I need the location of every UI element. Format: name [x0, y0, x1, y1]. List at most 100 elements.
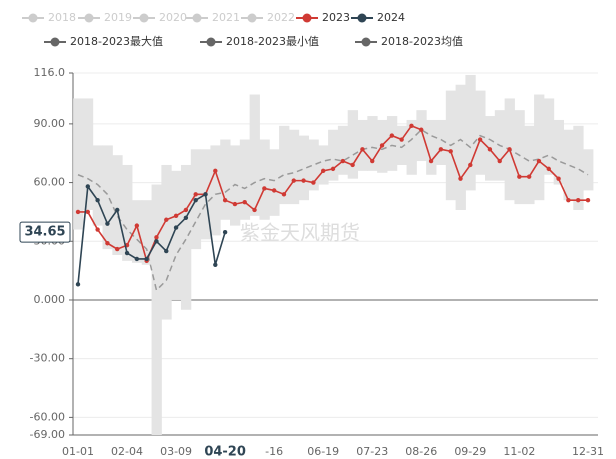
series-point — [487, 147, 493, 152]
series-point — [124, 250, 130, 256]
legend-label[interactable]: 2023 — [322, 11, 350, 24]
series-point — [173, 213, 179, 219]
range-band — [435, 119, 447, 165]
x-tick-label: 11-02 — [503, 445, 535, 458]
range-band — [534, 94, 545, 201]
series-point — [389, 133, 395, 138]
range-band — [318, 145, 329, 185]
series-point — [458, 176, 463, 181]
series-point — [242, 199, 247, 205]
series-point — [301, 178, 306, 183]
series-point — [409, 123, 414, 129]
series-point — [575, 197, 581, 203]
series-point — [330, 166, 336, 172]
x-tick-label: 09-29 — [454, 445, 486, 458]
series-point — [585, 197, 591, 203]
series-point — [320, 168, 326, 174]
legend-label[interactable]: 2018 — [48, 11, 76, 24]
series-point — [379, 143, 385, 148]
legend-label[interactable]: 2018-2023最大值 — [70, 34, 163, 48]
y-tick-label: 0.000 — [34, 293, 66, 306]
legend-label[interactable]: 2020 — [159, 11, 187, 24]
series-point — [262, 186, 267, 191]
x-tick-label: 08-26 — [405, 445, 437, 458]
legend-label[interactable]: 2021 — [212, 11, 240, 24]
range-band — [279, 125, 290, 205]
y-tick-label: 90.00 — [34, 117, 66, 130]
series-point — [75, 282, 81, 287]
series-point — [144, 256, 149, 262]
legend-icon — [28, 13, 38, 23]
series-point — [477, 137, 483, 142]
y-tick-label: -69.00 — [30, 428, 65, 441]
range-band — [73, 98, 84, 230]
range-band — [416, 110, 427, 162]
series-point — [517, 174, 522, 179]
series-point — [115, 207, 120, 213]
series-point — [164, 217, 169, 222]
series-point — [85, 209, 91, 215]
range-band — [288, 129, 300, 205]
x-tick-label: 12-31 — [572, 445, 604, 458]
range-band — [269, 149, 280, 216]
range-band — [230, 145, 241, 226]
legend-label[interactable]: 2022 — [267, 11, 295, 24]
range-band — [396, 125, 408, 165]
y-tick-label: -60.00 — [30, 410, 65, 423]
range-band — [524, 125, 535, 205]
range-band — [239, 139, 251, 220]
range-band — [112, 155, 123, 255]
series-line — [77, 184, 226, 285]
legend-label[interactable]: 2018-2023最小值 — [226, 35, 319, 48]
series-point — [507, 147, 512, 152]
pointer-label: 34.65 — [24, 225, 65, 240]
x-tick-label: 07-23 — [356, 445, 388, 458]
series-point — [360, 147, 365, 152]
series-point — [340, 158, 346, 164]
series-point — [115, 246, 120, 252]
legend-label[interactable]: 2019 — [104, 11, 132, 24]
series-point — [566, 197, 571, 203]
legend-label[interactable]: 2018-2023均值 — [381, 35, 463, 48]
range-band — [514, 110, 525, 205]
series-point — [468, 162, 473, 168]
series-point — [105, 221, 110, 226]
legend-icon — [139, 13, 149, 23]
range-band — [220, 139, 231, 220]
range-band — [357, 119, 368, 171]
range-band — [426, 119, 437, 175]
series-point — [291, 178, 296, 183]
legend-label[interactable]: 2024 — [377, 11, 405, 24]
range-band — [171, 170, 182, 300]
series-point — [428, 158, 434, 164]
series-point — [75, 209, 81, 215]
legend-icon — [247, 13, 257, 23]
range-band — [543, 98, 555, 175]
series-point — [448, 149, 453, 154]
range-band — [465, 74, 476, 191]
range-band — [259, 139, 270, 220]
series-point — [193, 197, 198, 203]
range-band — [406, 119, 417, 175]
series-point — [193, 192, 198, 197]
series-point — [281, 192, 287, 197]
series-point — [154, 239, 159, 244]
range-band — [386, 116, 398, 171]
pointer-box — [19, 221, 71, 243]
range-band — [308, 139, 319, 191]
watermark: 紫金天风期货 — [240, 221, 360, 245]
legend-icon — [357, 13, 367, 23]
series-point — [232, 201, 238, 207]
series-point — [85, 184, 91, 189]
legend-icon — [206, 37, 216, 47]
series-point — [546, 166, 551, 172]
range-band — [249, 94, 260, 216]
series-point — [419, 127, 424, 132]
series-point — [271, 188, 277, 193]
range-band — [328, 129, 339, 181]
x-tick-label: 01-01 — [62, 445, 94, 458]
series-point — [183, 207, 189, 213]
range-band — [151, 184, 162, 435]
legend-icon — [192, 13, 202, 23]
